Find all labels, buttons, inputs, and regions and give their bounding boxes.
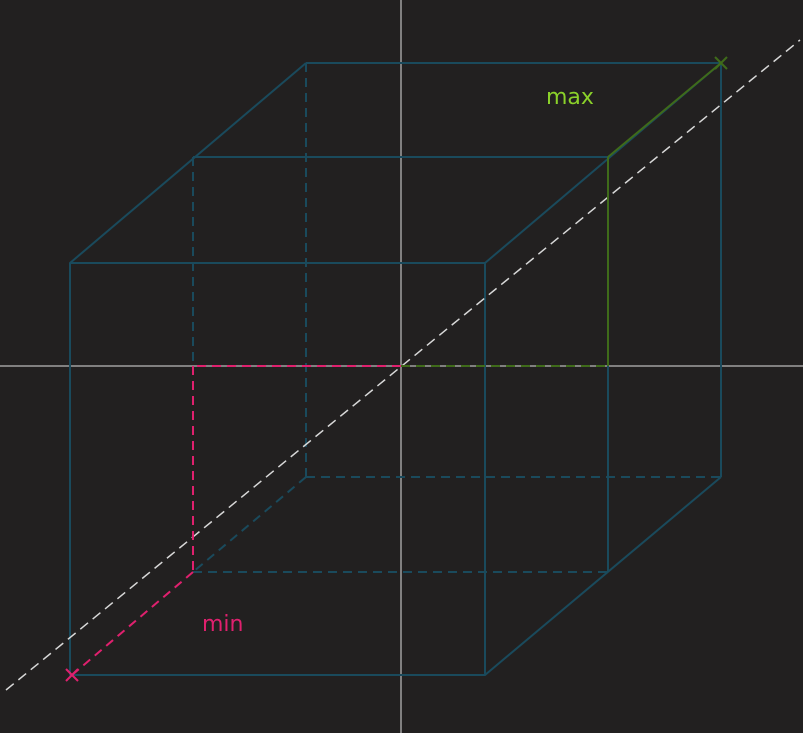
box-edge: [484, 476, 722, 676]
box-visible-edges: [69, 62, 722, 676]
min-z-component: [71, 571, 194, 676]
box-edge: [69, 62, 307, 264]
box-edge-hidden: [192, 476, 307, 573]
x-mark: [65, 668, 79, 682]
max-z-component: [607, 62, 722, 158]
max-label: max: [546, 85, 594, 110]
max-corner-marker: [714, 56, 728, 70]
min-vector: [71, 365, 401, 676]
max-vector: [401, 62, 722, 367]
x-mark: [714, 56, 728, 70]
min-label: min: [202, 612, 244, 637]
box-front-face: [69, 262, 486, 676]
min-corner-marker: [65, 668, 79, 682]
box-hidden-edges: [192, 63, 721, 573]
